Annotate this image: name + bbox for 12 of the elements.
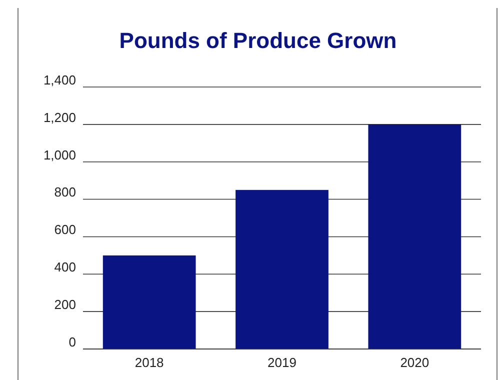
x-tick-label: 2020 — [400, 355, 430, 370]
x-tick-label: 2019 — [268, 355, 296, 370]
y-tick-label: 800 — [54, 184, 76, 200]
y-tick-label: 400 — [54, 260, 76, 275]
x-tick-label: 2018 — [134, 355, 164, 370]
y-tick-label: 1,000 — [43, 147, 76, 162]
y-tick-label: 1,400 — [43, 72, 76, 88]
y-tick-label: 600 — [54, 222, 76, 238]
y-tick-label: 0 — [68, 334, 76, 350]
y-tick-label: 200 — [54, 296, 76, 312]
chart-title: Pounds of Produce Grown — [119, 28, 397, 53]
y-tick-label: 1,200 — [43, 110, 76, 125]
